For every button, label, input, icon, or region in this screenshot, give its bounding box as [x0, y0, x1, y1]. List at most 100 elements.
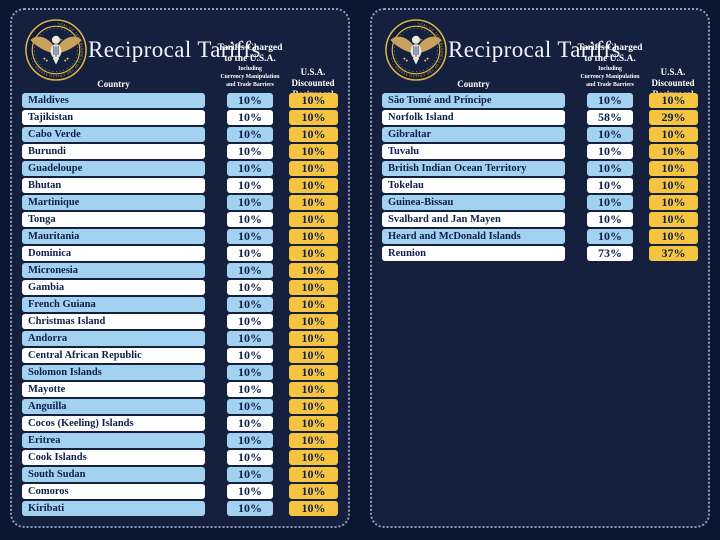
tariff-row: São Tomé and Príncipe 10% 10% — [382, 93, 698, 108]
discounted-tariff-cell: 10% — [289, 195, 338, 210]
discounted-tariff-cell: 10% — [289, 212, 338, 227]
country-cell: British Indian Ocean Territory — [382, 161, 565, 176]
discounted-tariff-cell: 10% — [289, 365, 338, 380]
discounted-tariff-cell: 10% — [289, 331, 338, 346]
country-cell: Tuvalu — [382, 144, 565, 159]
column-header-tariffs-charged: Tariffs Charged to the U.S.A. Including … — [217, 43, 283, 89]
discounted-tariff-cell: 10% — [649, 178, 698, 193]
discounted-tariff-cell: 10% — [289, 433, 338, 448]
discounted-tariff-cell: 10% — [289, 178, 338, 193]
discounted-tariff-cell: 10% — [289, 297, 338, 312]
country-cell: Christmas Island — [22, 314, 205, 329]
country-cell: Norfolk Island — [382, 110, 565, 125]
tariff-charged-cell: 10% — [227, 382, 273, 397]
country-cell: Central African Republic — [22, 348, 205, 363]
tariff-charged-cell: 10% — [227, 144, 273, 159]
discounted-tariff-cell: 37% — [649, 246, 698, 261]
tariff-row: Cook Islands 10% 10% — [22, 450, 338, 465]
tariff-row: Reunion 73% 37% — [382, 246, 698, 261]
tariff-charged-cell: 10% — [587, 212, 633, 227]
country-cell: Mauritania — [22, 229, 205, 244]
tariff-table: Maldives 10% 10% Tajikistan 10% 10% Cabo… — [22, 93, 338, 516]
tariff-charged-cell: 10% — [227, 467, 273, 482]
tariff-row: Micronesia 10% 10% — [22, 263, 338, 278]
discounted-tariff-cell: 10% — [289, 484, 338, 499]
country-cell: Andorra — [22, 331, 205, 346]
tariff-charged-cell: 10% — [227, 348, 273, 363]
discounted-tariff-cell: 10% — [289, 382, 338, 397]
page-title: Reciprocal Tariffs — [88, 37, 261, 62]
tariff-row: French Guiana 10% 10% — [22, 297, 338, 312]
tariff-charged-cell: 10% — [227, 280, 273, 295]
discounted-tariff-cell: 10% — [649, 229, 698, 244]
tariff-charged-cell: 10% — [227, 331, 273, 346]
tariff-charged-cell: 10% — [227, 93, 273, 108]
discounted-tariff-cell: 10% — [289, 501, 338, 516]
tariff-row: Anguilla 10% 10% — [22, 399, 338, 414]
discounted-tariff-cell: 10% — [289, 246, 338, 261]
tariff-charged-cell: 10% — [227, 484, 273, 499]
country-cell: Martinique — [22, 195, 205, 210]
discounted-tariff-cell: 10% — [289, 450, 338, 465]
tariff-row: Tuvalu 10% 10% — [382, 144, 698, 159]
country-cell: Solomon Islands — [22, 365, 205, 380]
tariff-row: Norfolk Island 58% 29% — [382, 110, 698, 125]
tariff-charged-cell: 10% — [587, 144, 633, 159]
discounted-tariff-cell: 10% — [289, 280, 338, 295]
discounted-tariff-cell: 10% — [289, 127, 338, 142]
country-cell: Micronesia — [22, 263, 205, 278]
column-header-country: Country — [97, 79, 130, 89]
tariff-charged-cell: 10% — [227, 161, 273, 176]
tariff-charged-cell: 10% — [587, 93, 633, 108]
tariff-row: Andorra 10% 10% — [22, 331, 338, 346]
country-cell: Tajikistan — [22, 110, 205, 125]
tariff-row: Tonga 10% 10% — [22, 212, 338, 227]
discounted-tariff-cell: 10% — [289, 467, 338, 482]
tariff-row: Gibraltar 10% 10% — [382, 127, 698, 142]
discounted-tariff-cell: 10% — [289, 263, 338, 278]
country-cell: Heard and McDonald Islands — [382, 229, 565, 244]
country-cell: São Tomé and Príncipe — [382, 93, 565, 108]
country-cell: Anguilla — [22, 399, 205, 414]
country-cell: Dominica — [22, 246, 205, 261]
country-cell: Cook Islands — [22, 450, 205, 465]
country-cell: Kiribati — [22, 501, 205, 516]
tariff-charged-cell: 10% — [227, 399, 273, 414]
country-cell: Mayotte — [22, 382, 205, 397]
tariff-row: Maldives 10% 10% — [22, 93, 338, 108]
tariff-board-right: SEAL OF THE PRESIDENT OF THE UNITED STAT… — [370, 8, 710, 528]
tariff-table: São Tomé and Príncipe 10% 10% Norfolk Is… — [382, 93, 698, 261]
country-cell: South Sudan — [22, 467, 205, 482]
tariff-charged-cell: 10% — [227, 501, 273, 516]
tariff-charged-cell: 10% — [587, 161, 633, 176]
tariff-charged-cell: 10% — [587, 127, 633, 142]
tariff-charged-cell: 10% — [227, 178, 273, 193]
tariff-charged-cell: 58% — [587, 110, 633, 125]
tariff-row: Cabo Verde 10% 10% — [22, 127, 338, 142]
discounted-tariff-cell: 10% — [289, 416, 338, 431]
tariff-charged-cell: 10% — [227, 314, 273, 329]
discounted-tariff-cell: 10% — [649, 161, 698, 176]
tariff-row: Christmas Island 10% 10% — [22, 314, 338, 329]
country-cell: Tokelau — [382, 178, 565, 193]
country-cell: Guinea-Bissau — [382, 195, 565, 210]
tariff-row: Mauritania 10% 10% — [22, 229, 338, 244]
tariff-row: South Sudan 10% 10% — [22, 467, 338, 482]
tariff-row: Central African Republic 10% 10% — [22, 348, 338, 363]
country-cell: Maldives — [22, 93, 205, 108]
tariff-row: Svalbard and Jan Mayen 10% 10% — [382, 212, 698, 227]
tariff-charged-cell: 10% — [587, 178, 633, 193]
column-header-country: Country — [457, 79, 490, 89]
tariff-row: Dominica 10% 10% — [22, 246, 338, 261]
discounted-tariff-cell: 10% — [649, 93, 698, 108]
tariff-row: Solomon Islands 10% 10% — [22, 365, 338, 380]
tariff-board-left: SEAL OF THE PRESIDENT OF THE UNITED STAT… — [10, 8, 350, 528]
tariff-row: Eritrea 10% 10% — [22, 433, 338, 448]
tariff-charged-cell: 10% — [227, 229, 273, 244]
tariff-row: Comoros 10% 10% — [22, 484, 338, 499]
country-cell: Eritrea — [22, 433, 205, 448]
eagle-icon — [390, 35, 442, 65]
tariff-charged-cell: 10% — [587, 229, 633, 244]
tariff-row: Tokelau 10% 10% — [382, 178, 698, 193]
discounted-tariff-cell: 10% — [289, 229, 338, 244]
